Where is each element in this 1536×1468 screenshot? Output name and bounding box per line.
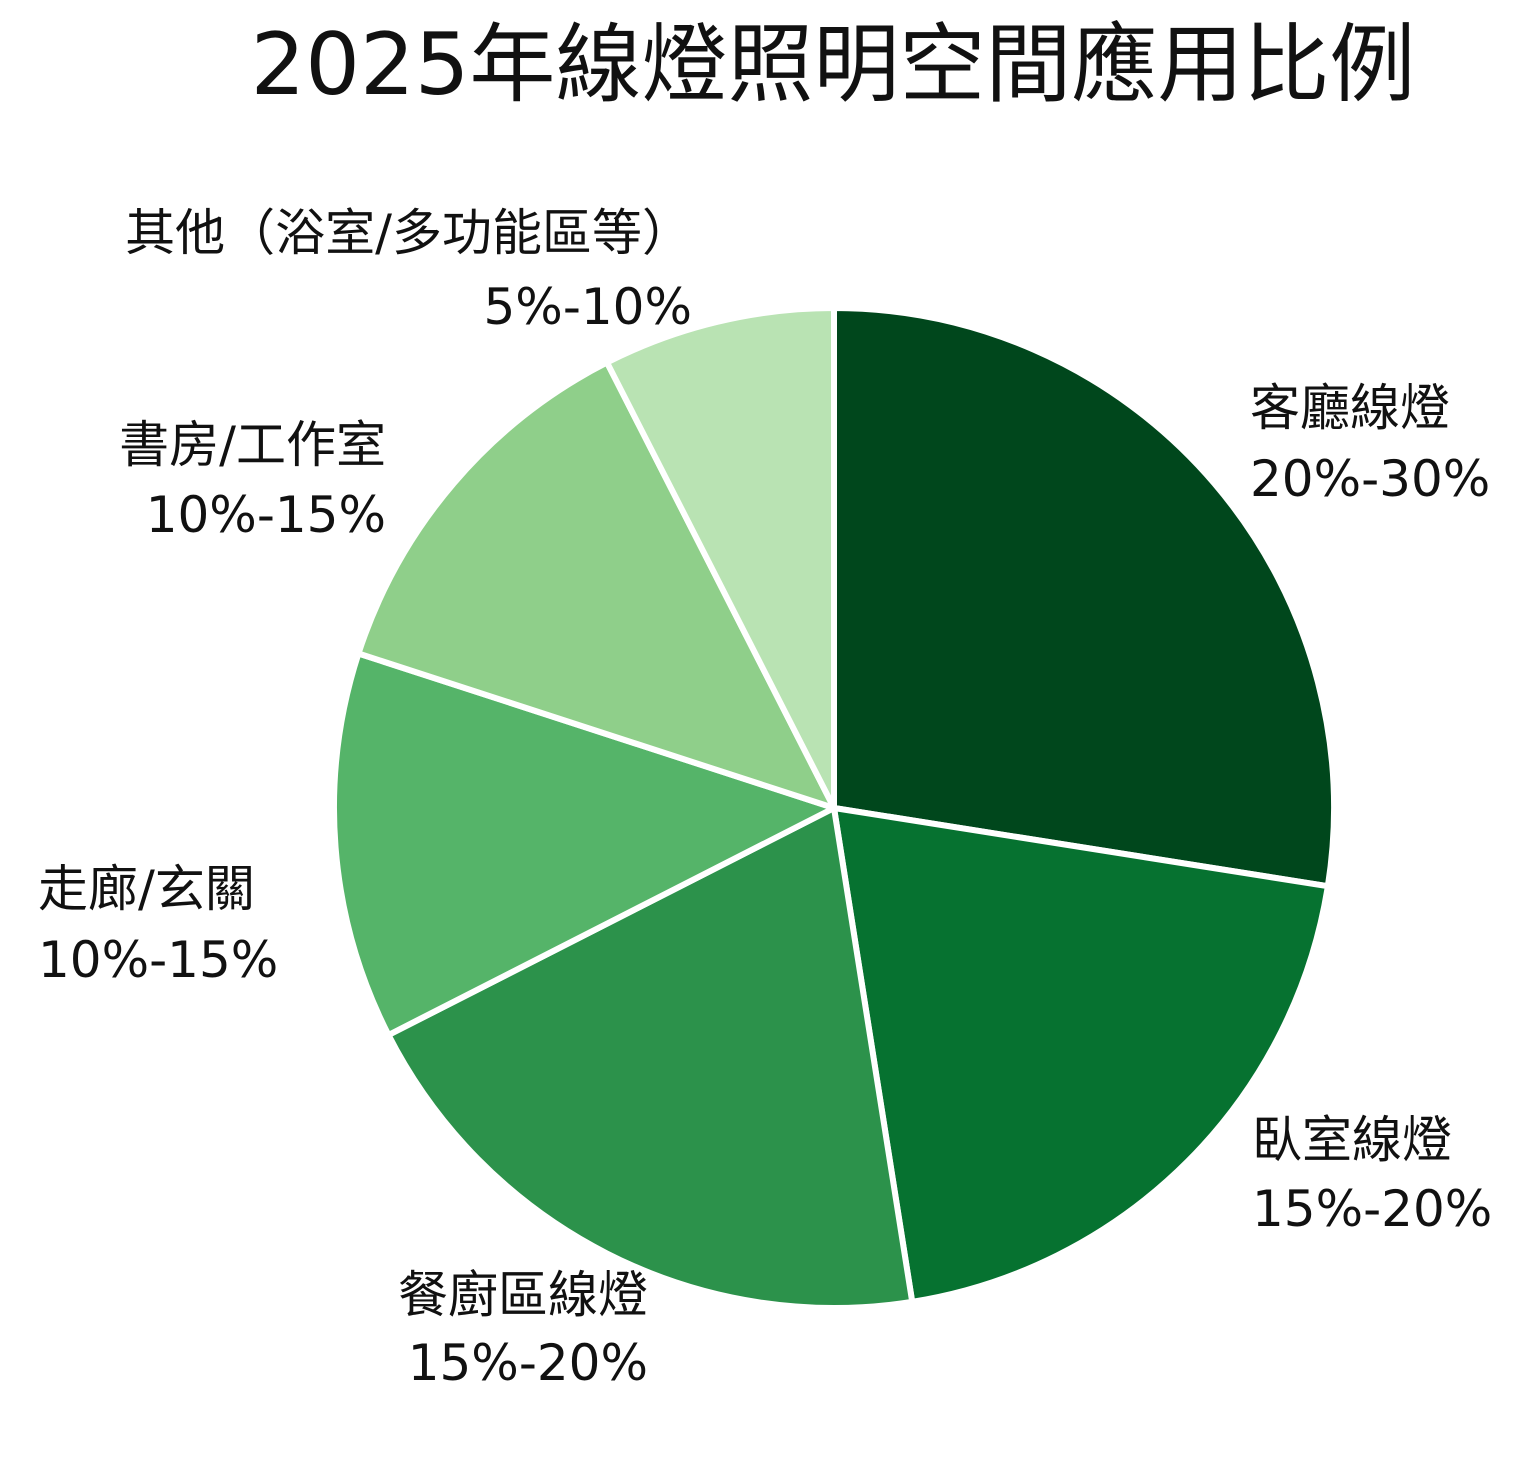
slice-range-label: 20%-30%	[1250, 450, 1490, 508]
pie-labels: 客廳線燈 20%-30% 臥室線燈 15%-20% 餐廚區線燈 15%-20% 走廊/玄關 1…	[38, 204, 1492, 1392]
slice-range-label: 15%-20%	[1252, 1180, 1492, 1238]
slice-name-label: 書房/工作室	[119, 416, 386, 474]
slice-range-label: 5%-10%	[484, 278, 693, 336]
chart-title: 2025年線燈照明空間應用比例	[250, 15, 1416, 115]
pie-slice-5	[355, 359, 837, 811]
slice-range-label: 10%-15%	[38, 931, 278, 989]
slice-name-label: 客廳線燈	[1250, 379, 1450, 437]
slice-name-label: 其他（浴室/多功能區等）	[125, 204, 692, 262]
pie-slice-6	[604, 305, 837, 811]
slice-name-label: 臥室線燈	[1252, 1111, 1452, 1169]
pie-slice-4	[331, 650, 837, 1038]
slice-range-label: 15%-20%	[408, 1334, 648, 1392]
slice-name-label: 走廊/玄關	[38, 860, 255, 918]
slice-name-label: 餐廚區線燈	[398, 1266, 648, 1324]
pie-slice-1	[831, 305, 1337, 890]
slice-range-label: 10%-15%	[146, 486, 386, 544]
pie-slices	[331, 305, 1337, 1311]
pie-slice-3	[385, 805, 916, 1311]
pie-slice-2	[831, 805, 1331, 1305]
